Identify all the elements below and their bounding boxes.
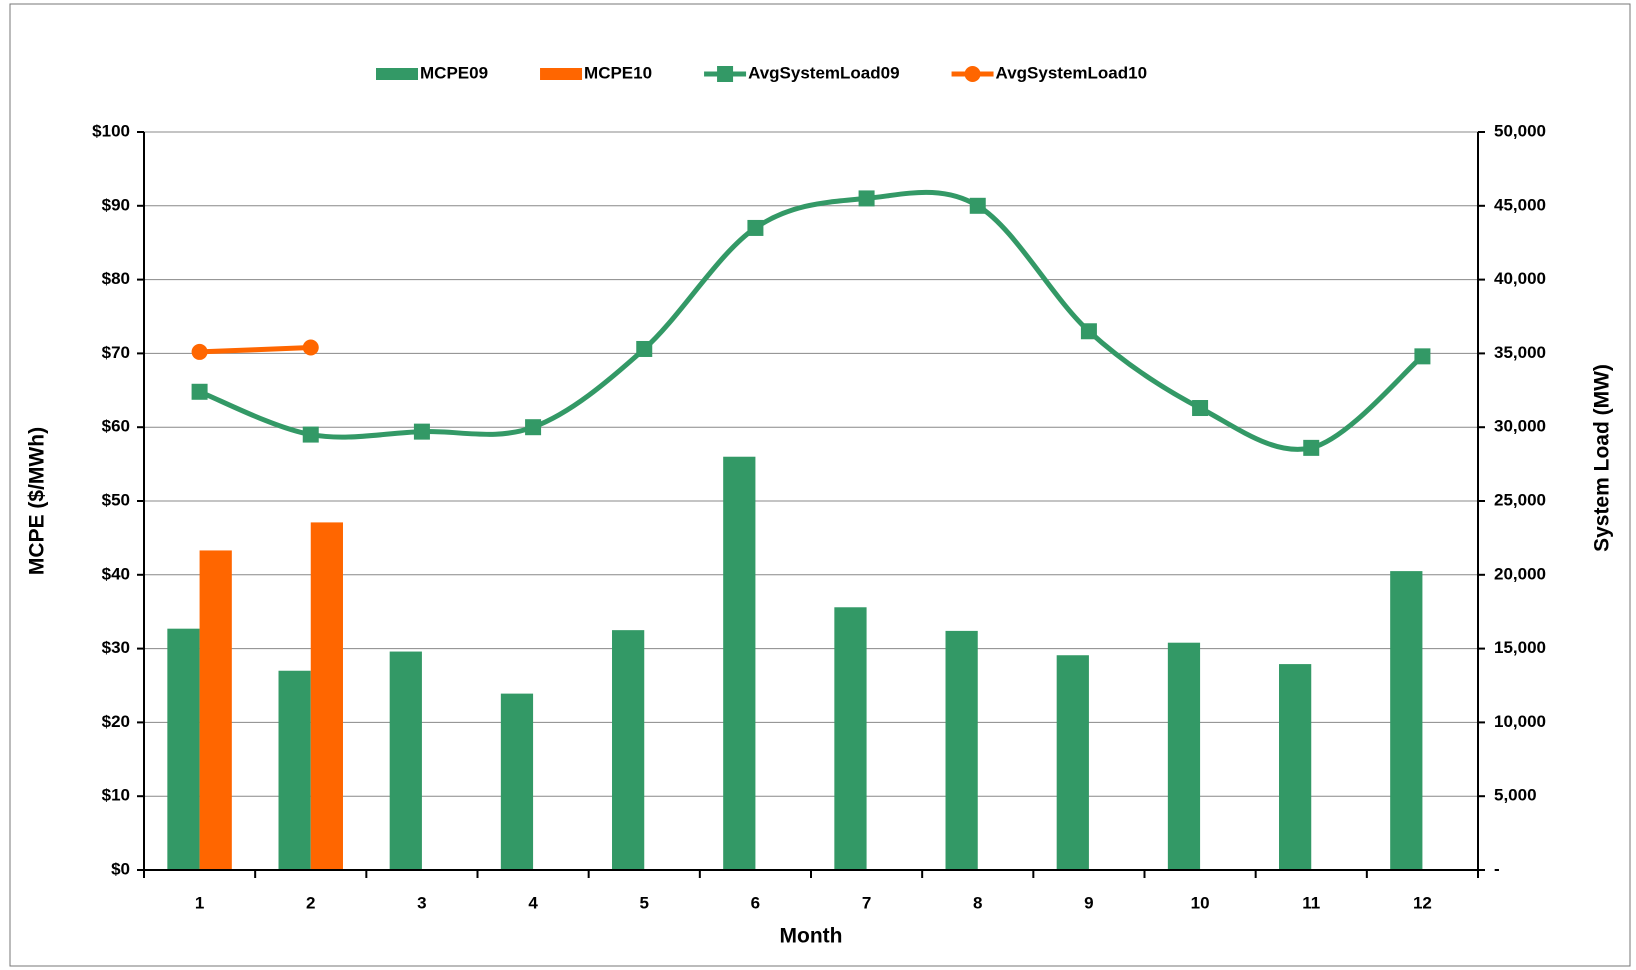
y-tick-label: $20 (102, 712, 130, 731)
x-tick-label: 11 (1302, 893, 1320, 912)
bar (278, 670, 311, 870)
y2-tick-label: - (1494, 859, 1500, 878)
legend-label: MCPE10 (584, 63, 652, 82)
y-tick-label: $0 (111, 859, 130, 878)
bar (834, 607, 867, 870)
y-tick-label: $40 (102, 564, 130, 583)
line-marker (413, 423, 430, 440)
bar (945, 630, 978, 870)
x-tick-label: 2 (306, 893, 315, 912)
line-marker (1414, 348, 1431, 365)
y2-tick-label: 30,000 (1494, 417, 1546, 436)
y2-tick-label: 50,000 (1494, 121, 1546, 140)
x-tick-label: 10 (1191, 893, 1210, 912)
line-marker (636, 340, 653, 357)
x-tick-label: 3 (417, 893, 426, 912)
bar (723, 456, 756, 870)
y2-tick-label: 10,000 (1494, 712, 1546, 731)
x-tick-label: 8 (973, 893, 982, 912)
line-marker (747, 219, 764, 236)
y2-tick-label: 15,000 (1494, 638, 1546, 657)
legend-label: AvgSystemLoad10 (996, 63, 1147, 82)
y-tick-label: $30 (102, 638, 130, 657)
y2-tick-label: 45,000 (1494, 195, 1546, 214)
bar (1279, 664, 1312, 870)
y2-tick-label: 5,000 (1494, 786, 1537, 805)
chart-frame (9, 3, 1631, 967)
x-tick-label: 4 (528, 893, 538, 912)
x-tick-label: 7 (862, 893, 871, 912)
legend-marker (964, 66, 981, 82)
y2-tick-label: 20,000 (1494, 564, 1546, 583)
bar (1390, 571, 1423, 870)
y-tick-label: $50 (102, 490, 130, 509)
y-tick-label: $90 (102, 195, 130, 214)
y-tick-label: $10 (102, 786, 130, 805)
y2-tick-label: 35,000 (1494, 343, 1546, 362)
legend-marker (717, 66, 734, 82)
bar (199, 550, 232, 870)
line-marker (1080, 323, 1097, 340)
line-marker (302, 339, 319, 356)
bar (1167, 642, 1201, 870)
y-tick-label: $60 (102, 417, 130, 436)
line-marker (525, 419, 542, 436)
line-marker (302, 426, 319, 443)
bar (310, 522, 343, 870)
legend-swatch (376, 68, 418, 80)
line-marker (1303, 439, 1320, 456)
y-axis-title: MCPE ($/MWh) (26, 427, 49, 575)
legend-label: AvgSystemLoad09 (748, 63, 899, 82)
legend-label: MCPE09 (420, 63, 488, 82)
x-tick-label: 6 (751, 893, 760, 912)
x-tick-label: 1 (195, 893, 204, 912)
bar (500, 693, 534, 870)
line-marker (858, 190, 875, 207)
y-tick-label: $100 (92, 121, 130, 140)
y-tick-label: $70 (102, 343, 130, 362)
line-marker (191, 343, 208, 360)
y2-axis-title: System Load (MW) (1591, 364, 1614, 552)
line-marker (969, 197, 986, 214)
bar (389, 651, 422, 870)
x-tick-label: 12 (1413, 893, 1432, 912)
legend-swatch (540, 68, 583, 80)
x-tick-label: 9 (1084, 893, 1093, 912)
bar (612, 630, 645, 870)
line-marker (191, 383, 208, 400)
x-axis-title: Month (780, 925, 843, 948)
line-marker (1192, 400, 1209, 417)
x-tick-label: 5 (640, 893, 649, 912)
bar (167, 628, 200, 870)
y2-tick-label: 40,000 (1494, 269, 1546, 288)
bar (1056, 655, 1089, 870)
y2-tick-label: 25,000 (1494, 490, 1546, 509)
y-tick-label: $80 (102, 269, 130, 288)
